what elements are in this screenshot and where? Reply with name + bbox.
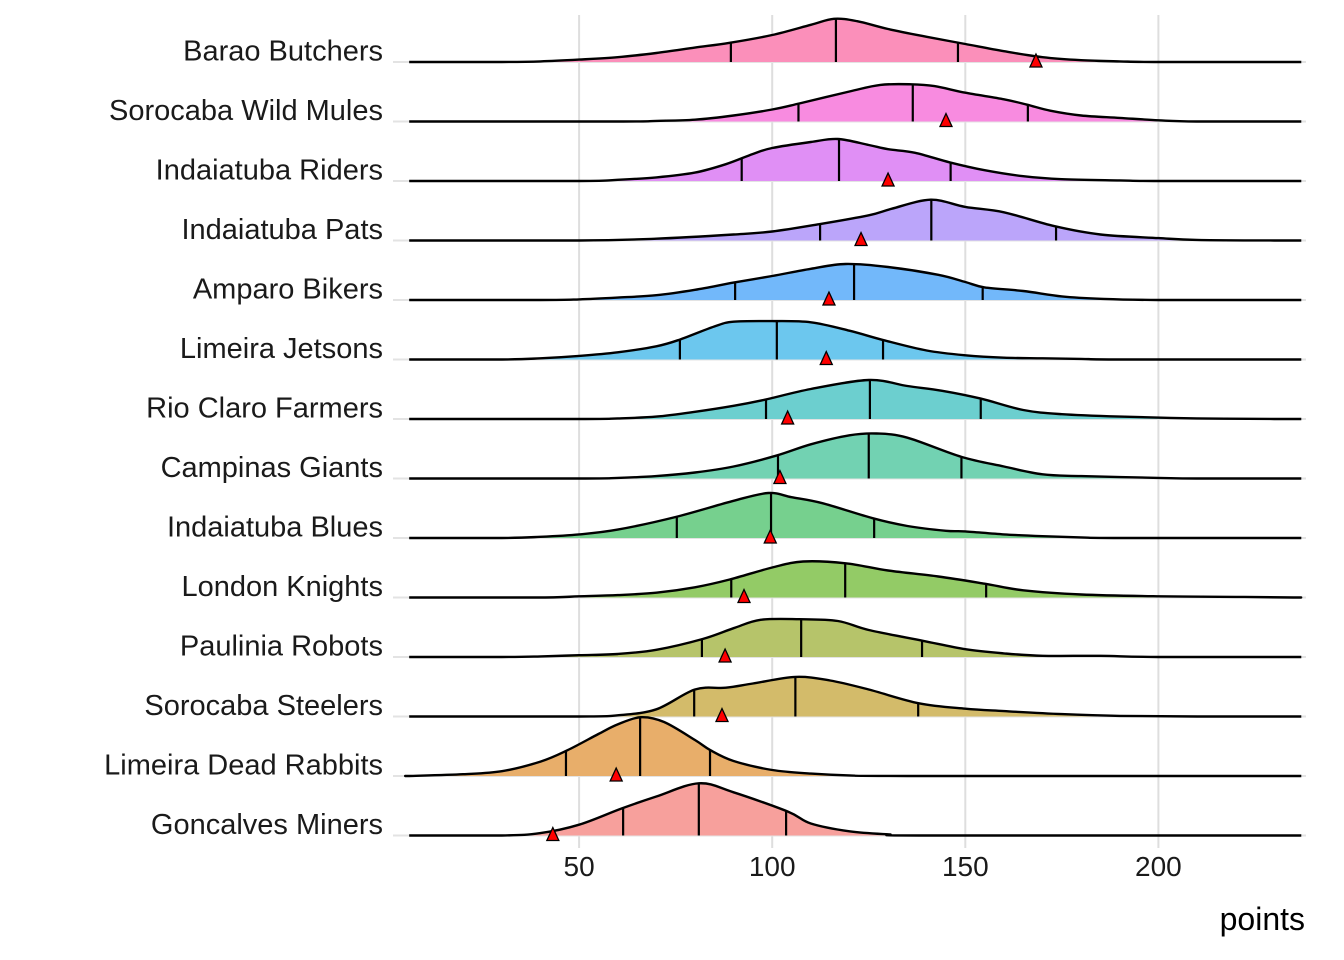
density-fill (409, 433, 1302, 479)
density-outline (409, 137, 1302, 183)
ridge-sorocaba-steelers (409, 675, 1302, 723)
ridge-campinas-giants (409, 432, 1302, 485)
density-outline (409, 262, 1302, 302)
y-label: Goncalves Miners (151, 809, 383, 841)
marker-triangle (854, 230, 869, 247)
density-outline (409, 378, 1302, 421)
y-label: Indaiatuba Blues (167, 512, 383, 544)
ridge-goncalves-miners (409, 782, 1302, 842)
marker-triangle (609, 766, 624, 782)
ridge-limeira-dead-rabbits (404, 715, 1302, 782)
marker-triangle (780, 409, 795, 425)
density-outline (409, 491, 1302, 540)
marker-triangle (718, 647, 733, 663)
ridge-indaiatuba-pats (409, 198, 1302, 247)
density-fill (409, 676, 1302, 717)
marker-triangle (1028, 52, 1043, 68)
marker-triangle (819, 349, 834, 366)
y-label: Limeira Dead Rabbits (104, 750, 383, 782)
density-outline (404, 715, 1302, 778)
y-label: Sorocaba Steelers (144, 690, 383, 722)
density-outline (409, 198, 1302, 242)
density-fill (409, 783, 1302, 836)
density-fill (409, 263, 1302, 300)
density-fill (409, 138, 1302, 181)
density-outline (409, 17, 1302, 64)
x-axis-ticks: 50 100 150 200 (564, 851, 1182, 882)
density-fill (409, 561, 1302, 598)
x-tick-label: 200 (1135, 851, 1182, 882)
x-tick-label: 50 (564, 851, 595, 882)
y-label: Rio Claro Farmers (146, 393, 383, 425)
marker-triangle (938, 111, 954, 128)
marker-triangle (736, 587, 752, 604)
density-fill (409, 492, 1302, 538)
marker-triangle (772, 468, 787, 485)
x-tick-label: 100 (749, 851, 796, 882)
y-label: Amparo Bikers (193, 274, 383, 306)
marker-triangle (821, 290, 836, 306)
ridge-sorocaba-wild-mules (409, 82, 1302, 128)
ridge-limeira-jetsons (409, 319, 1302, 366)
ridge-amparo-bikers (409, 262, 1302, 306)
density-outline (409, 82, 1302, 123)
density-fill (409, 321, 1302, 360)
y-label: London Knights (181, 571, 383, 603)
density-outline (409, 675, 1302, 718)
y-label: Barao Butchers (183, 36, 383, 68)
marker-triangle (881, 171, 896, 187)
ridge-indaiatuba-blues (409, 491, 1302, 544)
ridge-london-knights (409, 560, 1303, 604)
ridge-rio-claro-farmers (409, 378, 1302, 425)
y-axis-labels: Barao Butchers Sorocaba Wild Mules Indaiat… (104, 36, 383, 841)
ridge-barao-butchers (409, 17, 1302, 68)
density-outline (409, 319, 1302, 361)
x-tick-label: 150 (942, 851, 989, 882)
y-label: Sorocaba Wild Mules (109, 95, 383, 127)
density-outline (409, 782, 1302, 837)
density-fill (409, 199, 1302, 241)
ridges (404, 17, 1303, 842)
y-label: Limeira Jetsons (180, 333, 383, 365)
density-fill (405, 717, 1302, 776)
x-axis-title: points (1220, 901, 1305, 937)
density-outline (409, 432, 1302, 480)
y-label: Paulinia Robots (180, 631, 383, 663)
density-fill (409, 84, 1302, 122)
density-fill (409, 618, 1302, 657)
y-label: Indaiatuba Pats (181, 214, 383, 246)
density-fill (409, 18, 1302, 62)
marker-triangle (714, 706, 730, 723)
density-fill (409, 379, 1302, 419)
ridge-indaiatuba-riders (409, 137, 1302, 187)
marker-triangle (545, 825, 560, 842)
density-outline (409, 560, 1303, 599)
y-label: Campinas Giants (161, 452, 383, 484)
density-outline (409, 617, 1302, 659)
y-label: Indaiatuba Riders (156, 155, 383, 187)
ridge-paulinia-robots (409, 617, 1302, 663)
marker-triangle (763, 528, 778, 544)
